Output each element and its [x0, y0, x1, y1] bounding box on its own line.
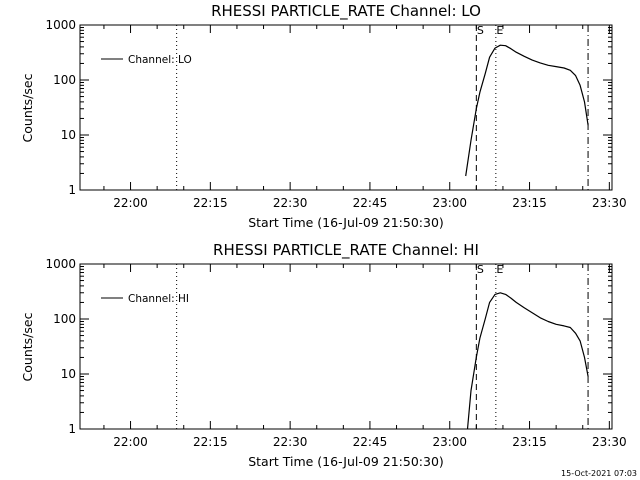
- y-ticks: 1 10 100 1000: [45, 257, 612, 436]
- y-tick-label: 1: [68, 422, 76, 436]
- series-group: [465, 44, 589, 177]
- x-axis-label: Start Time (16-Jul-09 21:50:30): [248, 215, 444, 230]
- y-tick-label: 1: [68, 183, 76, 197]
- x-tick-label: 22:45: [353, 435, 388, 449]
- time-marker-label: S: [477, 24, 484, 37]
- plot-frame: [79, 24, 613, 191]
- time-marker-label: S: [477, 263, 484, 276]
- x-axis-label: Start Time (16-Jul-09 21:50:30): [248, 454, 444, 469]
- x-tick-label: 23:00: [432, 196, 467, 210]
- series-line: [465, 44, 589, 177]
- chart-title: RHESSI PARTICLE_RATE Channel: LO: [211, 2, 481, 21]
- y-tick-label: 1000: [45, 257, 76, 271]
- x-tick-label: 23:15: [512, 435, 547, 449]
- x-tick-label: 22:00: [113, 435, 148, 449]
- x-tick-label: 23:30: [592, 435, 627, 449]
- chart-panel-lo: RHESSI PARTICLE_RATE Channel: LO Start T…: [20, 2, 627, 230]
- chart-panel-hi: RHESSI PARTICLE_RATE Channel: HI Start T…: [20, 241, 627, 469]
- series-line: [466, 292, 589, 430]
- y-tick-label: 1000: [45, 18, 76, 32]
- x-tick-label: 22:30: [273, 435, 308, 449]
- y-axis-label: Counts/sec: [20, 312, 35, 381]
- x-tick-label: 22:15: [193, 196, 228, 210]
- x-tick-label: 22:15: [193, 435, 228, 449]
- legend: Channel: HI: [101, 293, 189, 305]
- x-ticks: 22:00 22:15 22:30 22:45 23:00 23:15 23:30: [103, 25, 627, 210]
- x-ticks: 22:00 22:15 22:30 22:45 23:00 23:15 23:30: [103, 264, 627, 449]
- x-tick-label: 23:00: [432, 435, 467, 449]
- y-tick-label: 10: [61, 128, 76, 142]
- x-tick-label: 22:45: [353, 196, 388, 210]
- y-tick-label: 100: [53, 312, 76, 326]
- legend-entry: Channel: LO: [128, 54, 192, 66]
- x-tick-label: 23:30: [592, 196, 627, 210]
- y-tick-label: 10: [61, 367, 76, 381]
- x-tick-label: 22:30: [273, 196, 308, 210]
- time-marker-label: E: [496, 24, 503, 37]
- footer-timestamp: 15-Oct-2021 07:03: [561, 469, 637, 478]
- x-tick-label: 23:15: [512, 196, 547, 210]
- plot-frame: [79, 263, 613, 430]
- time-marker-label: E: [496, 263, 503, 276]
- x-tick-label: 22:00: [113, 196, 148, 210]
- y-ticks: 1 10 100 1000: [45, 18, 612, 197]
- chart-title: RHESSI PARTICLE_RATE Channel: HI: [213, 241, 479, 260]
- legend-entry: Channel: HI: [128, 293, 189, 305]
- y-axis-label: Counts/sec: [20, 73, 35, 142]
- series-group: [466, 292, 589, 430]
- legend: Channel: LO: [101, 54, 192, 66]
- y-tick-label: 100: [53, 73, 76, 87]
